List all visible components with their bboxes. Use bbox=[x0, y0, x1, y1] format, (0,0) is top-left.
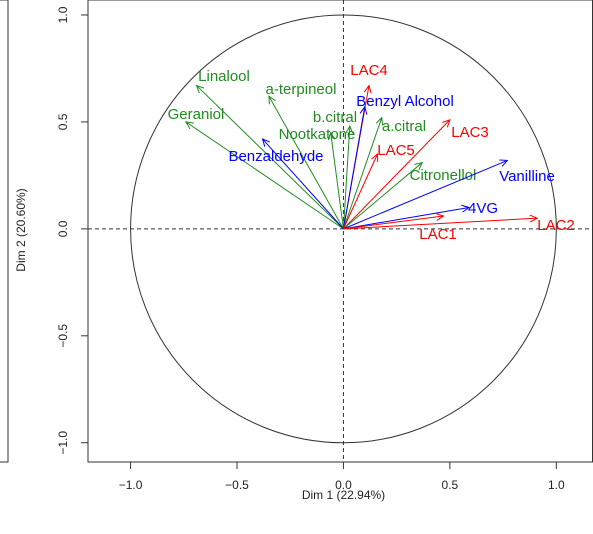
vector-label: a.citral bbox=[382, 118, 426, 135]
vector-label: Benzyl Alcohol bbox=[356, 93, 454, 110]
plot-frame bbox=[87, 0, 593, 463]
vector-arrow bbox=[185, 121, 344, 230]
vector-label: LAC4 bbox=[350, 62, 388, 79]
arrow-head bbox=[359, 105, 368, 115]
arrow-head bbox=[529, 214, 539, 223]
arrow-head bbox=[375, 116, 384, 126]
vector-arrow bbox=[262, 138, 344, 230]
vector-label: LAC1 bbox=[419, 226, 457, 243]
vector-arrow bbox=[343, 206, 470, 230]
vector-arrow bbox=[343, 215, 444, 230]
arrow-head bbox=[184, 121, 194, 130]
y-tick-label: −0.5 bbox=[56, 324, 70, 348]
x-tick-label: −1.0 bbox=[119, 478, 143, 492]
vector-arrow bbox=[343, 162, 423, 230]
vector-arrow bbox=[343, 159, 508, 230]
vector-arrow bbox=[196, 85, 344, 230]
vector-label: Linalool bbox=[198, 68, 250, 85]
vector-label: LAC3 bbox=[451, 124, 489, 141]
arrow-head bbox=[261, 138, 271, 147]
y-tick-label: 0.5 bbox=[56, 113, 70, 130]
arrow-head bbox=[268, 95, 276, 105]
vector-label: 4VG bbox=[468, 200, 498, 217]
arrow-head bbox=[327, 131, 336, 141]
vector-arrow bbox=[343, 217, 538, 230]
vector-arrow bbox=[342, 106, 366, 229]
arrow-head bbox=[371, 152, 379, 163]
vector-label: Citronellol bbox=[410, 167, 477, 184]
arrow-head bbox=[363, 84, 372, 94]
vector-label: Geraniol bbox=[168, 106, 225, 123]
vector-label: LAC5 bbox=[377, 142, 415, 159]
arrow-head bbox=[195, 84, 205, 94]
y-tick-label: 1.0 bbox=[56, 6, 70, 23]
x-tick-label: 0.5 bbox=[442, 478, 459, 492]
vector-label: LAC2 bbox=[537, 217, 575, 234]
vector-arrow bbox=[342, 126, 351, 229]
y-tick-label: 0.0 bbox=[56, 220, 70, 237]
vector-arrow bbox=[330, 132, 344, 229]
y-axis-label: Dim 2 (20.60%) bbox=[14, 188, 28, 271]
x-tick-label: −0.5 bbox=[225, 478, 249, 492]
vector-label: Vanilline bbox=[499, 168, 555, 185]
vector-label: a-terpineol bbox=[266, 81, 337, 98]
arrow-head bbox=[499, 159, 509, 167]
arrow-head bbox=[442, 118, 451, 128]
x-axis-label: Dim 1 (22.94%) bbox=[302, 488, 385, 502]
arrow-head bbox=[461, 204, 471, 213]
legend-edge bbox=[0, 0, 9, 463]
x-tick-label: 0.0 bbox=[335, 478, 352, 492]
vector-arrow bbox=[342, 153, 378, 230]
vector-arrow bbox=[342, 117, 383, 230]
vector-arrow bbox=[268, 96, 344, 230]
arrow-head bbox=[345, 125, 354, 134]
vector-label: Benzaldehyde bbox=[228, 148, 323, 165]
y-tick-label: −1.0 bbox=[56, 431, 70, 455]
arrow-head bbox=[435, 213, 445, 221]
vector-label: Nootkatone bbox=[279, 126, 356, 143]
vector-arrow bbox=[343, 119, 451, 230]
vector-label: b.citral bbox=[313, 109, 357, 126]
x-tick-label: 1.0 bbox=[548, 478, 565, 492]
arrow-head bbox=[414, 161, 424, 171]
